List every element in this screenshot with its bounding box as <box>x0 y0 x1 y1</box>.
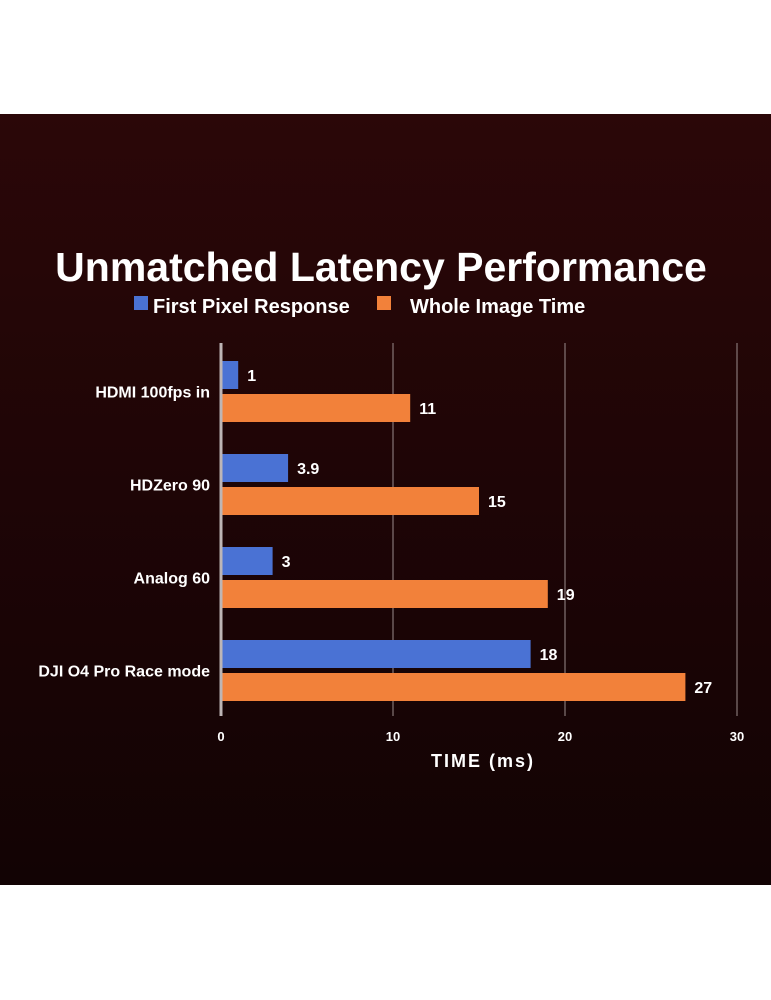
x-tick-label: 30 <box>730 729 744 744</box>
x-axis-title: TIME (ms) <box>431 751 535 771</box>
bar-whole-image-2 <box>222 580 548 608</box>
bar-first-pixel-3 <box>222 640 531 668</box>
x-tick-label: 0 <box>217 729 224 744</box>
legend-label-whole-image: Whole Image Time <box>410 296 585 318</box>
legend-label-first-pixel: First Pixel Response <box>153 296 350 318</box>
data-label: 3.9 <box>297 461 319 478</box>
category-label: DJI O4 Pro Race mode <box>38 664 210 681</box>
legend: First Pixel Response Whole Image Time <box>134 296 585 318</box>
bar-first-pixel-2 <box>222 547 273 575</box>
data-label: 1 <box>247 368 256 385</box>
data-label: 18 <box>540 647 558 664</box>
data-label: 27 <box>694 680 712 697</box>
legend-swatch-whole-image <box>377 296 391 310</box>
x-tick-label: 10 <box>386 729 400 744</box>
chart-panel: Unmatched Latency Performance First Pixe… <box>0 114 771 885</box>
category-label: HDZero 90 <box>130 478 210 495</box>
data-label: 11 <box>419 401 436 418</box>
chart-title: Unmatched Latency Performance <box>55 244 707 290</box>
legend-swatch-first-pixel <box>134 296 148 310</box>
category-labels: HDMI 100fps in HDZero 90 Analog 60 DJI O4 P… <box>38 385 210 681</box>
data-label: 3 <box>282 554 291 571</box>
bar-whole-image-0 <box>222 394 411 422</box>
category-label: HDMI 100fps in <box>95 385 210 402</box>
bar-whole-image-3 <box>222 673 686 701</box>
data-label: 19 <box>557 587 575 604</box>
bar-whole-image-1 <box>222 487 479 515</box>
latency-chart: Unmatched Latency Performance First Pixe… <box>38 244 744 771</box>
category-label: Analog 60 <box>134 571 211 588</box>
bar-first-pixel-1 <box>222 454 289 482</box>
bar-first-pixel-0 <box>222 361 239 389</box>
data-label: 15 <box>488 494 506 511</box>
x-tick-label: 20 <box>558 729 572 744</box>
x-tick-labels: 0 10 20 30 <box>217 729 744 744</box>
